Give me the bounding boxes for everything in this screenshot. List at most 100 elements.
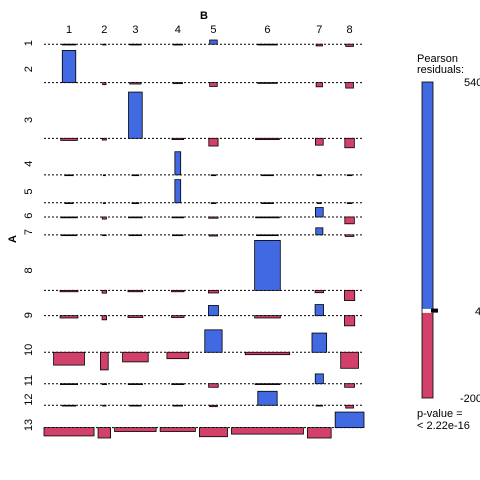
legend-title-line-1: Pearson [417, 53, 458, 65]
column-tick-label: 7 [316, 24, 322, 36]
column-tick-label: 2 [101, 24, 107, 36]
residual-bar [346, 174, 353, 177]
residual-bar [334, 411, 365, 429]
residual-bar [171, 315, 185, 318]
residual-bar [210, 174, 217, 177]
residual-bar [209, 82, 218, 87]
residual-bar [261, 174, 274, 177]
column-tick-labels: 1 2 3 4 5 6 7 8 [66, 24, 353, 36]
residual-bar [59, 289, 79, 293]
residual-bar [171, 216, 185, 219]
column-tick-label: 3 [132, 24, 138, 36]
residual-bar [256, 234, 279, 237]
legend-marker [431, 308, 438, 313]
residual-bar [172, 234, 184, 237]
legend-min-label: -200 [460, 393, 480, 405]
residual-bar [208, 234, 219, 237]
x-axis-title: B [200, 10, 208, 22]
row-tick-label: 6 [23, 213, 35, 219]
legend-title-line-2: residuals: [417, 64, 464, 76]
residual-bar [345, 82, 354, 89]
residual-bar [171, 383, 185, 386]
residual-bar [101, 289, 107, 294]
residual-bar [315, 404, 323, 407]
row-tick-label: 4 [23, 161, 35, 167]
residual-bar [204, 329, 223, 353]
residual-bar [61, 404, 77, 407]
residual-bar [64, 174, 74, 177]
column-tick-label: 6 [264, 24, 270, 36]
legend-max-label: 540 [464, 77, 480, 89]
residual-bar [255, 137, 280, 141]
residual-bar [101, 383, 107, 386]
legend-positive-band [422, 82, 433, 309]
residual-bar [171, 137, 185, 141]
residual-bars [43, 39, 365, 439]
residual-bar [344, 383, 355, 388]
residual-bar [344, 137, 355, 149]
residual-bar [172, 43, 183, 46]
residual-bar [314, 289, 324, 294]
residual-bar [208, 305, 219, 317]
row-tick-label: 3 [23, 117, 35, 123]
row-tick-label: 10 [23, 344, 35, 356]
residual-bar [314, 137, 324, 146]
residual-bar [314, 304, 324, 317]
residual-bar [127, 315, 144, 318]
residual-bar [60, 216, 78, 219]
p-value-label: p-value = [417, 408, 463, 420]
residual-bar [102, 234, 107, 237]
residual-bar [344, 216, 355, 225]
residual-bar [101, 216, 107, 220]
legend: Pearson residuals: 540 4 -200 [417, 53, 480, 405]
residual-bar [128, 91, 143, 139]
residual-bar [61, 43, 77, 46]
residual-bar [315, 43, 323, 47]
residual-bar [61, 50, 77, 84]
residual-bar [344, 315, 356, 327]
residual-bar [61, 234, 77, 237]
residual-bar [60, 383, 79, 386]
residual-bar [60, 137, 78, 141]
residual-bar [114, 427, 157, 432]
row-tick-label: 9 [23, 312, 35, 318]
residual-bar [102, 174, 106, 177]
residual-bar [208, 289, 219, 294]
residual-bar [174, 151, 182, 176]
row-tick-label: 2 [23, 66, 35, 72]
row-tick-label: 11 [23, 375, 35, 386]
residual-bar [346, 202, 353, 204]
residual-bar [254, 315, 281, 319]
residual-bar [208, 216, 219, 219]
residual-bar [316, 202, 322, 204]
legend-negative-band [422, 312, 433, 398]
row-tick-label: 7 [23, 229, 35, 235]
legend-zero-label: 4 [475, 306, 480, 318]
residual-bar [244, 351, 291, 356]
row-tick-label: 5 [23, 189, 35, 195]
residual-bar [171, 289, 185, 293]
residual-bar [172, 82, 183, 85]
residual-bar [174, 179, 182, 204]
residual-bar [199, 427, 228, 438]
residual-bar [210, 202, 217, 204]
residual-bar [311, 332, 328, 353]
residual-bar [315, 227, 324, 236]
residual-bar [64, 202, 74, 204]
residual-bar [127, 383, 143, 386]
residual-bar [101, 315, 107, 321]
residual-bar [315, 82, 323, 88]
residual-bar [102, 202, 106, 204]
residual-bar [128, 216, 143, 219]
residual-bar [101, 137, 107, 141]
residual-bar [53, 351, 85, 366]
residual-bar [159, 427, 196, 432]
row-tick-label: 13 [23, 419, 35, 431]
residual-bar [209, 404, 218, 408]
residual-bar [59, 315, 79, 319]
residual-bar [208, 137, 219, 147]
residual-bar [345, 43, 354, 47]
residual-bar [122, 351, 149, 363]
residual-bar [307, 427, 332, 439]
